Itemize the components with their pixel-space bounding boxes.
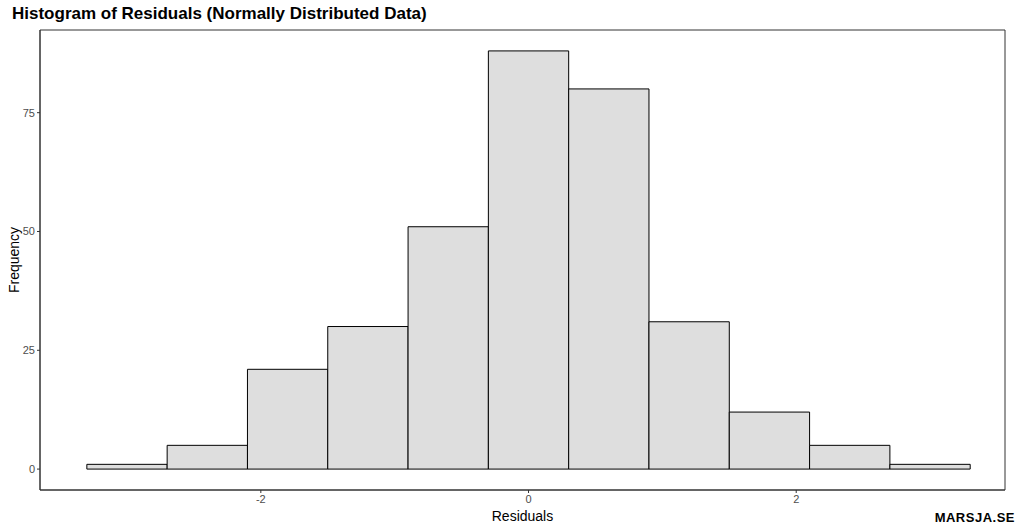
- svg-text:50: 50: [23, 225, 35, 237]
- html-text:MARSJA.SE: MARSJA.SE: [934, 510, 1015, 525]
- html-text:Frequency: Frequency: [6, 226, 22, 294]
- svg-text:75: 75: [23, 107, 35, 119]
- html-text:Residuals: Residuals: [491, 508, 554, 524]
- svg-text:0: 0: [525, 493, 531, 505]
- html-text:Histogram of Residuals (Normal: Histogram of Residuals (Normally Distrib…: [12, 4, 427, 23]
- svg-text:0: 0: [29, 463, 35, 475]
- svg-text:2: 2: [793, 493, 799, 505]
- svg-text:-2: -2: [256, 493, 266, 505]
- svg-text:25: 25: [23, 344, 35, 356]
